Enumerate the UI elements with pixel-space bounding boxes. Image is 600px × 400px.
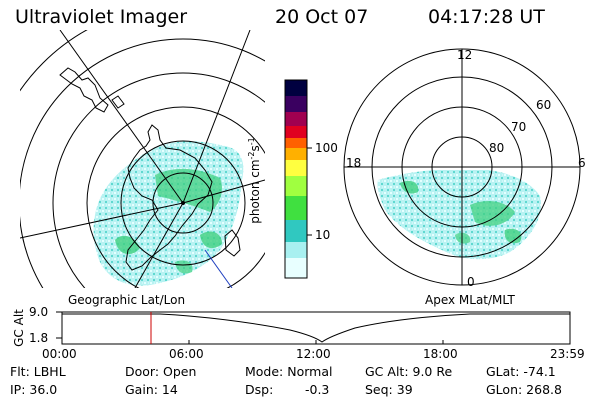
mlt-label-12: 12	[457, 48, 473, 62]
colorbar-unit-label: photon cm-2s-1	[246, 137, 262, 224]
colorbar-tick-100: 100	[315, 141, 338, 155]
time-tick-1200: 12:00	[296, 347, 331, 361]
magnetic-panel-label: Apex MLat/MLT	[425, 293, 515, 307]
info-door: Door: Open	[125, 364, 197, 379]
info-dsp-label: Dsp:	[245, 382, 274, 397]
mlt-polar-plot	[343, 48, 581, 286]
info-dsp-value: -0.3	[305, 382, 330, 397]
info-seq: Seq: 39	[365, 382, 413, 397]
info-filter: Flt: LBHL	[10, 364, 66, 379]
time-tick-0600: 06:00	[169, 347, 204, 361]
altitude-ylabel: GC Alt	[11, 309, 26, 347]
colorbar	[284, 79, 312, 279]
mlat-label-70: 70	[511, 120, 527, 134]
info-mode: Mode: Normal	[245, 364, 333, 379]
mlat-label-60: 60	[536, 98, 552, 112]
time-tick-1800: 18:00	[423, 347, 458, 361]
altitude-ytick-low: 1.8	[29, 331, 49, 345]
info-gc-alt: GC Alt: 9.0 Re	[365, 364, 453, 379]
altitude-ytick-high: 9.0	[29, 305, 49, 319]
time-tick-2359: 23:59	[550, 347, 585, 361]
observation-date: 20 Oct 07	[275, 6, 369, 28]
mlt-label-18: 18	[346, 156, 362, 170]
observation-time: 04:17:28 UT	[428, 6, 545, 28]
geographic-panel-label: Geographic Lat/Lon	[68, 293, 186, 307]
geographic-map	[20, 30, 265, 288]
mlt-label-6: 6	[578, 156, 586, 170]
info-glon: GLon: 268.8	[486, 382, 562, 397]
aurora-oval-magnetic	[377, 170, 542, 260]
info-glat: GLat: -74.1	[486, 364, 556, 379]
aurora-oval-geographic	[93, 141, 244, 286]
info-gain: Gain: 14	[125, 382, 178, 397]
colorbar-tick-10: 10	[315, 228, 331, 242]
altitude-plot	[56, 311, 571, 345]
info-ip: IP: 36.0	[10, 382, 58, 397]
instrument-title: Ultraviolet Imager	[15, 6, 188, 28]
mlt-label-0: 0	[467, 275, 475, 289]
time-tick-0000: 00:00	[42, 347, 77, 361]
mlat-label-80: 80	[489, 141, 505, 155]
